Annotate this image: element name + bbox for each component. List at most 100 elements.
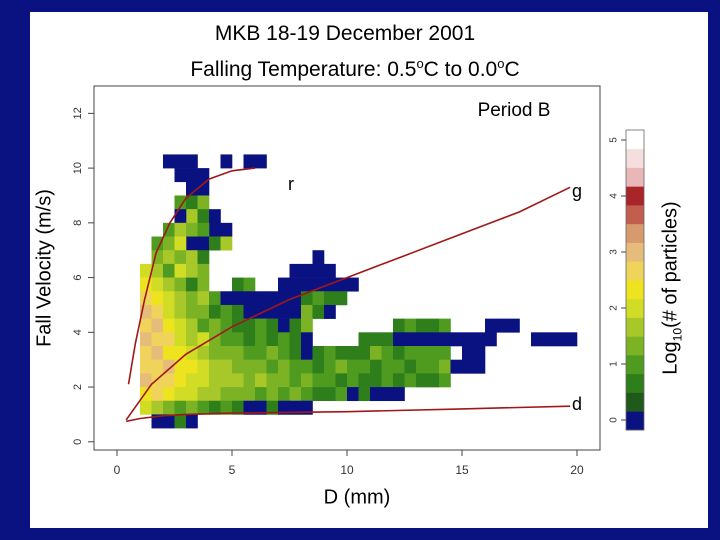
heat-cell	[232, 304, 244, 319]
heat-cell	[370, 387, 382, 402]
heat-cell	[186, 181, 198, 196]
heat-cell	[381, 359, 394, 374]
heat-cell	[243, 400, 256, 415]
fit-curves	[125, 167, 571, 423]
heat-cell	[140, 332, 152, 347]
heat-cell	[278, 346, 290, 360]
heat-cell	[209, 373, 221, 388]
heat-cell	[163, 277, 175, 292]
heat-cell	[324, 359, 336, 374]
heat-cell	[255, 387, 267, 402]
heat-cell	[301, 318, 313, 333]
heat-cell	[473, 332, 486, 347]
heat-cell	[197, 277, 210, 292]
heat-cell	[335, 291, 348, 306]
heat-cell	[427, 373, 440, 388]
heat-cell	[186, 291, 198, 306]
heat-cell	[174, 154, 187, 169]
heat-cell	[473, 359, 486, 374]
heat-cell	[266, 400, 279, 415]
heat-cell	[301, 291, 313, 306]
heat-cell	[324, 373, 336, 388]
heat-cell	[220, 154, 233, 169]
heat-cell	[243, 304, 256, 319]
panel-label: Period B	[478, 100, 551, 121]
heat-cell	[197, 387, 210, 402]
heat-cell	[255, 373, 267, 388]
heat-cell	[186, 387, 198, 402]
heat-cell	[393, 346, 405, 360]
heat-cell	[197, 332, 210, 347]
heat-cell	[140, 373, 152, 388]
heat-cell	[324, 346, 336, 360]
heat-cell	[289, 318, 302, 333]
colorbar-swatch	[626, 242, 644, 262]
y-tick-label: 6	[72, 275, 84, 281]
colorbar-swatch	[626, 205, 644, 225]
colorbar-swatch	[626, 298, 644, 318]
heat-cell	[197, 400, 210, 415]
heat-cell	[416, 346, 428, 360]
heat-cell	[197, 346, 210, 360]
heat-cell	[186, 304, 198, 319]
heat-cell	[232, 332, 244, 347]
heat-cell	[462, 359, 474, 374]
heat-cell	[220, 222, 233, 237]
heat-cell	[289, 373, 302, 388]
heat-cell	[427, 346, 440, 360]
heat-cell	[209, 304, 221, 319]
heat-cell	[266, 346, 279, 360]
heat-cell	[220, 318, 233, 333]
heat-cell	[151, 263, 164, 278]
heat-cell	[312, 277, 325, 292]
heat-cell	[174, 332, 187, 347]
heat-cell	[370, 332, 382, 347]
heat-cell	[312, 250, 325, 265]
heat-cell	[163, 346, 175, 360]
heat-cell	[163, 304, 175, 319]
heat-cell	[174, 222, 187, 237]
colorbar-swatch	[626, 355, 644, 375]
heat-cell	[151, 332, 164, 347]
heat-cell	[439, 346, 451, 360]
heat-cell	[416, 373, 428, 388]
heat-cell	[163, 414, 175, 429]
heat-cell	[209, 346, 221, 360]
heat-cell	[220, 332, 233, 347]
heat-cell	[232, 318, 244, 333]
heat-cell	[151, 373, 164, 388]
heat-cell	[439, 373, 451, 388]
heat-cell	[163, 291, 175, 306]
heat-cell	[301, 277, 313, 292]
heat-cell	[209, 291, 221, 306]
heat-cell	[209, 318, 221, 333]
x-tick-label: 15	[455, 463, 469, 477]
heat-cell	[324, 263, 336, 278]
heat-cell	[427, 318, 440, 333]
heat-cell	[393, 387, 405, 402]
heat-cell	[393, 318, 405, 333]
colorbar-swatch	[626, 392, 644, 412]
heat-cell	[174, 400, 187, 415]
colorbar-tick-label: 4	[609, 193, 620, 199]
heat-cell	[289, 400, 302, 415]
heat-cell	[473, 346, 486, 360]
heat-cell	[404, 346, 417, 360]
heat-cell	[140, 263, 152, 278]
heat-cell	[232, 291, 244, 306]
heat-cell	[324, 387, 336, 402]
heat-cell	[186, 414, 198, 429]
heat-cell	[542, 332, 555, 347]
heat-cell	[266, 373, 279, 388]
curve-label-r: r	[288, 174, 294, 194]
heat-cell	[335, 387, 348, 402]
heat-cell	[243, 318, 256, 333]
colorbar-tick-label: 2	[609, 305, 620, 311]
heat-cell	[255, 359, 267, 374]
heat-cell	[186, 373, 198, 388]
colorbar-swatch	[626, 148, 644, 168]
heat-cell	[370, 346, 382, 360]
heat-cell	[243, 332, 256, 347]
heat-cell	[243, 387, 256, 402]
heat-cell	[151, 291, 164, 306]
